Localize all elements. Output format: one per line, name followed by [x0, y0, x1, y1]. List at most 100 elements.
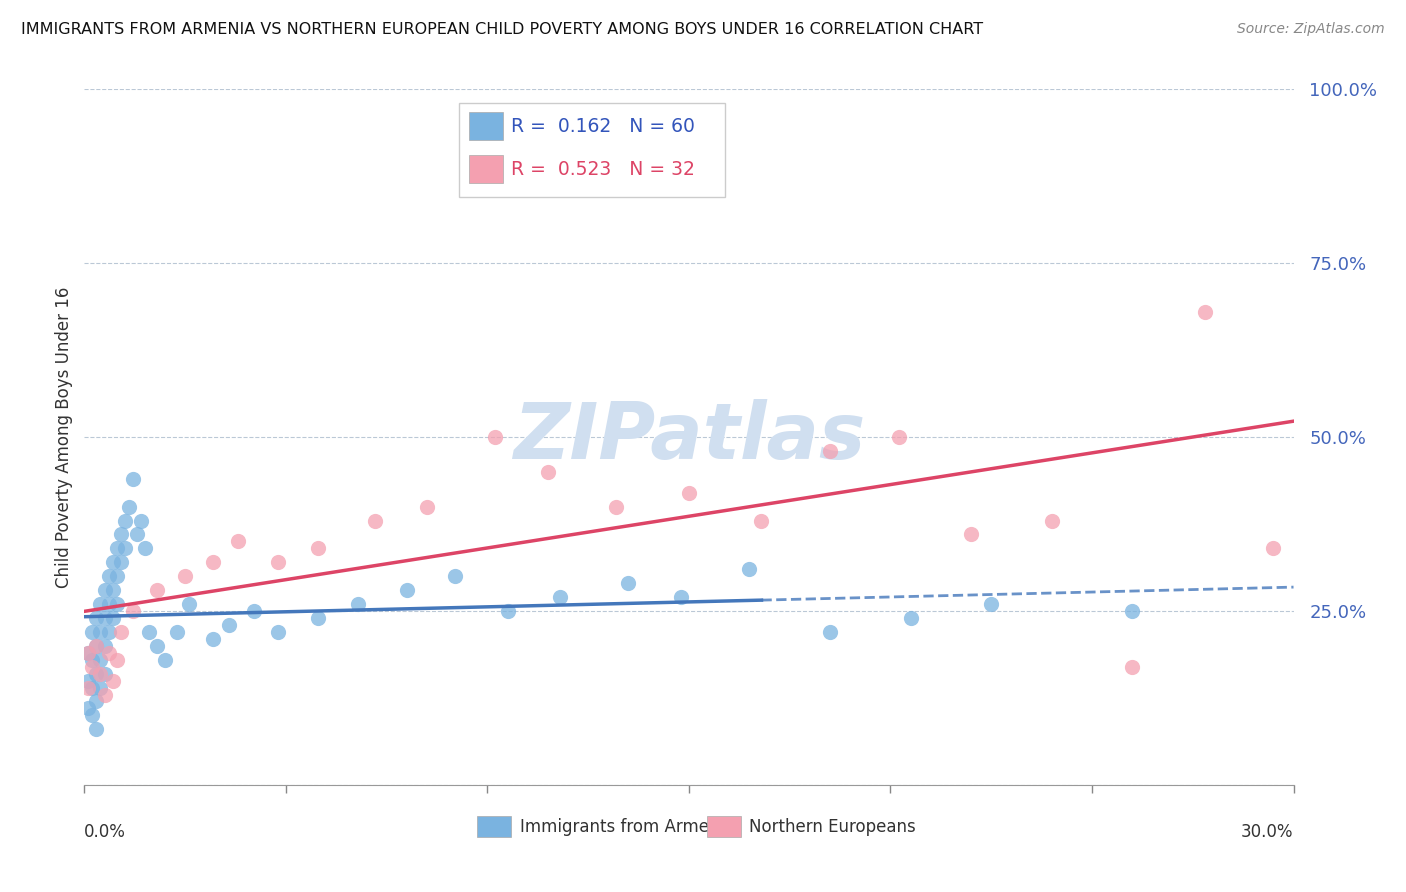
Point	[900, 611, 922, 625]
Point	[347, 597, 370, 611]
Point	[818, 624, 841, 639]
Bar	[468, 112, 503, 140]
Point	[118, 500, 141, 514]
Point	[110, 527, 132, 541]
Point	[980, 597, 1002, 611]
Point	[125, 527, 148, 541]
Point	[887, 430, 910, 444]
Point	[86, 666, 108, 681]
Text: Source: ZipAtlas.com: Source: ZipAtlas.com	[1237, 22, 1385, 37]
Point	[129, 514, 152, 528]
Text: Immigrants from Armenia: Immigrants from Armenia	[520, 818, 734, 836]
Point	[226, 534, 249, 549]
FancyBboxPatch shape	[460, 103, 725, 197]
Point	[678, 485, 700, 500]
Point	[960, 527, 983, 541]
Point	[77, 646, 100, 660]
Point	[77, 701, 100, 715]
Point	[218, 618, 240, 632]
Point	[93, 666, 115, 681]
Text: 30.0%: 30.0%	[1241, 823, 1294, 841]
Point	[86, 723, 108, 737]
Point	[1121, 659, 1143, 673]
Point	[77, 673, 100, 688]
Point	[110, 624, 132, 639]
Text: 0.0%: 0.0%	[84, 823, 127, 841]
Point	[121, 472, 143, 486]
Point	[121, 604, 143, 618]
Point	[101, 583, 124, 598]
Point	[153, 653, 176, 667]
Bar	[468, 155, 503, 183]
Text: R =  0.523   N = 32: R = 0.523 N = 32	[512, 160, 695, 178]
Point	[548, 590, 571, 604]
Point	[89, 681, 111, 695]
Point	[1263, 541, 1285, 556]
Point	[484, 430, 506, 444]
Point	[97, 646, 120, 660]
Point	[166, 624, 188, 639]
Point	[82, 653, 104, 667]
Point	[114, 514, 136, 528]
Point	[738, 562, 761, 576]
Point	[174, 569, 197, 583]
Point	[134, 541, 156, 556]
Point	[77, 681, 100, 695]
Text: R =  0.162   N = 60: R = 0.162 N = 60	[512, 117, 695, 136]
Point	[105, 541, 128, 556]
Bar	[478, 816, 512, 837]
Point	[93, 639, 115, 653]
Point	[267, 555, 290, 569]
Text: IMMIGRANTS FROM ARMENIA VS NORTHERN EUROPEAN CHILD POVERTY AMONG BOYS UNDER 16 C: IMMIGRANTS FROM ARMENIA VS NORTHERN EURO…	[21, 22, 983, 37]
Point	[110, 555, 132, 569]
Point	[477, 166, 499, 180]
Point	[93, 688, 115, 702]
Point	[101, 555, 124, 569]
Point	[818, 444, 841, 458]
Point	[416, 500, 439, 514]
Point	[242, 604, 264, 618]
Point	[1121, 604, 1143, 618]
Point	[82, 659, 104, 673]
Point	[267, 624, 290, 639]
Point	[363, 514, 385, 528]
Y-axis label: Child Poverty Among Boys Under 16: Child Poverty Among Boys Under 16	[55, 286, 73, 588]
Point	[105, 597, 128, 611]
Point	[617, 576, 640, 591]
Point	[82, 624, 104, 639]
Point	[97, 624, 120, 639]
Point	[101, 673, 124, 688]
Bar	[707, 816, 741, 837]
Point	[93, 583, 115, 598]
Point	[496, 604, 519, 618]
Point	[82, 681, 104, 695]
Point	[202, 555, 225, 569]
Point	[97, 569, 120, 583]
Point	[86, 694, 108, 708]
Point	[751, 514, 773, 528]
Point	[444, 569, 467, 583]
Point	[1040, 514, 1063, 528]
Point	[114, 541, 136, 556]
Point	[86, 639, 108, 653]
Point	[105, 569, 128, 583]
Point	[179, 597, 201, 611]
Point	[93, 611, 115, 625]
Point	[101, 611, 124, 625]
Point	[97, 597, 120, 611]
Point	[138, 624, 160, 639]
Point	[395, 583, 418, 598]
Point	[146, 583, 169, 598]
Point	[1194, 305, 1216, 319]
Point	[537, 465, 560, 479]
Point	[77, 646, 100, 660]
Text: ZIPatlas: ZIPatlas	[513, 399, 865, 475]
Point	[89, 666, 111, 681]
Point	[202, 632, 225, 646]
Point	[307, 541, 329, 556]
Point	[89, 653, 111, 667]
Point	[307, 611, 329, 625]
Point	[86, 611, 108, 625]
Point	[89, 624, 111, 639]
Point	[89, 597, 111, 611]
